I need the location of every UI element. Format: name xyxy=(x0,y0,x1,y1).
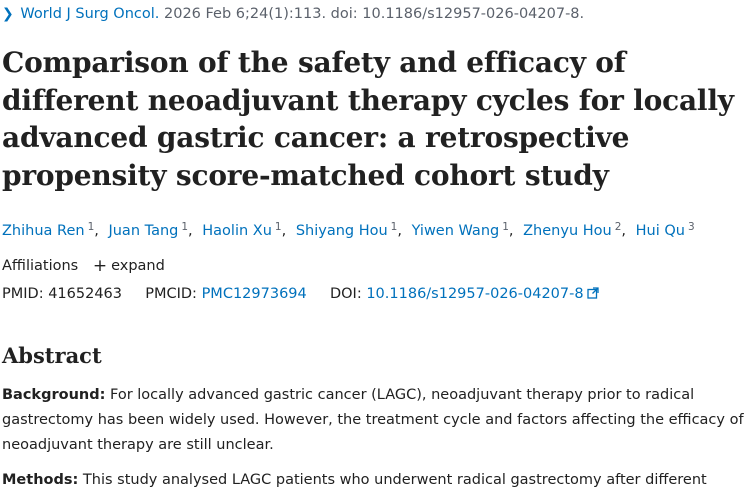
author-affiliation-ref[interactable]: 1 xyxy=(502,221,509,233)
affiliations-expand-button[interactable]: + expand xyxy=(92,256,165,276)
doi-label: DOI: xyxy=(329,286,362,302)
author-link[interactable]: Haolin Xu xyxy=(202,223,272,239)
author-link[interactable]: Zhihua Ren xyxy=(2,223,85,239)
doi-link[interactable]: 10.1186/s12957-026-04207-8 xyxy=(366,286,584,302)
abstract-background: Background: For locally advanced gastric… xyxy=(2,383,747,458)
article-title: Comparison of the safety and efficacy of… xyxy=(2,46,734,192)
plus-icon: + xyxy=(92,256,108,276)
pmcid-link[interactable]: PMC12973694 xyxy=(201,286,307,302)
author-link[interactable]: Yiwen Wang xyxy=(411,223,500,239)
external-link-icon[interactable] xyxy=(586,287,599,299)
background-label: Background: xyxy=(2,387,106,403)
citation-details: 2026 Feb 6;24(1):113. doi: 10.1186/s1295… xyxy=(164,6,585,22)
expand-label: expand xyxy=(111,258,165,274)
author-link[interactable]: Shiyang Hou xyxy=(295,223,388,239)
author-separator: , xyxy=(94,223,99,239)
author-link[interactable]: Hui Qu xyxy=(635,223,685,239)
author-affiliation-ref[interactable]: 1 xyxy=(87,221,95,233)
author-separator: , xyxy=(621,223,627,239)
chevron-right-icon[interactable]: ❯ xyxy=(2,6,14,22)
author-affiliation-ref[interactable]: 3 xyxy=(687,221,695,233)
methods-label: Methods: xyxy=(2,472,79,488)
pmid-label: PMID: xyxy=(2,286,44,302)
author-separator: , xyxy=(397,223,402,239)
affiliations-row: Affiliations + expand xyxy=(2,255,165,277)
abstract-methods: Methods: This study analysed LAGC patien… xyxy=(2,468,747,493)
author-affiliation-ref[interactable]: 1 xyxy=(181,221,189,233)
background-text: For locally advanced gastric cancer (LAG… xyxy=(2,387,744,453)
author-affiliation-ref[interactable]: 2 xyxy=(614,221,622,233)
author-separator: , xyxy=(508,223,514,239)
methods-text: This study analysed LAGC patients who un… xyxy=(82,472,707,488)
author-link[interactable]: Zhenyu Hou xyxy=(523,223,612,239)
author-affiliation-ref[interactable]: 1 xyxy=(390,221,398,233)
affiliations-label: Affiliations xyxy=(2,258,79,274)
author-link[interactable]: Juan Tang xyxy=(108,223,179,239)
identifiers-row: PMID: 41652463 PMCID: PMC12973694 DOI: 1… xyxy=(2,283,599,305)
author-separator: , xyxy=(281,223,287,239)
pmid-value: 41652463 xyxy=(48,286,123,302)
citation-line: ❯ World J Surg Oncol. 2026 Feb 6;24(1):1… xyxy=(2,4,584,24)
author-separator: , xyxy=(188,223,193,239)
journal-link[interactable]: World J Surg Oncol. xyxy=(20,6,160,22)
abstract-heading: Abstract xyxy=(2,343,102,368)
author-list: Zhihua Ren 1, Juan Tang 1, Haolin Xu 1, Shi… xyxy=(2,216,750,242)
author-affiliation-ref[interactable]: 1 xyxy=(274,221,282,233)
pmcid-label: PMCID: xyxy=(145,286,197,302)
